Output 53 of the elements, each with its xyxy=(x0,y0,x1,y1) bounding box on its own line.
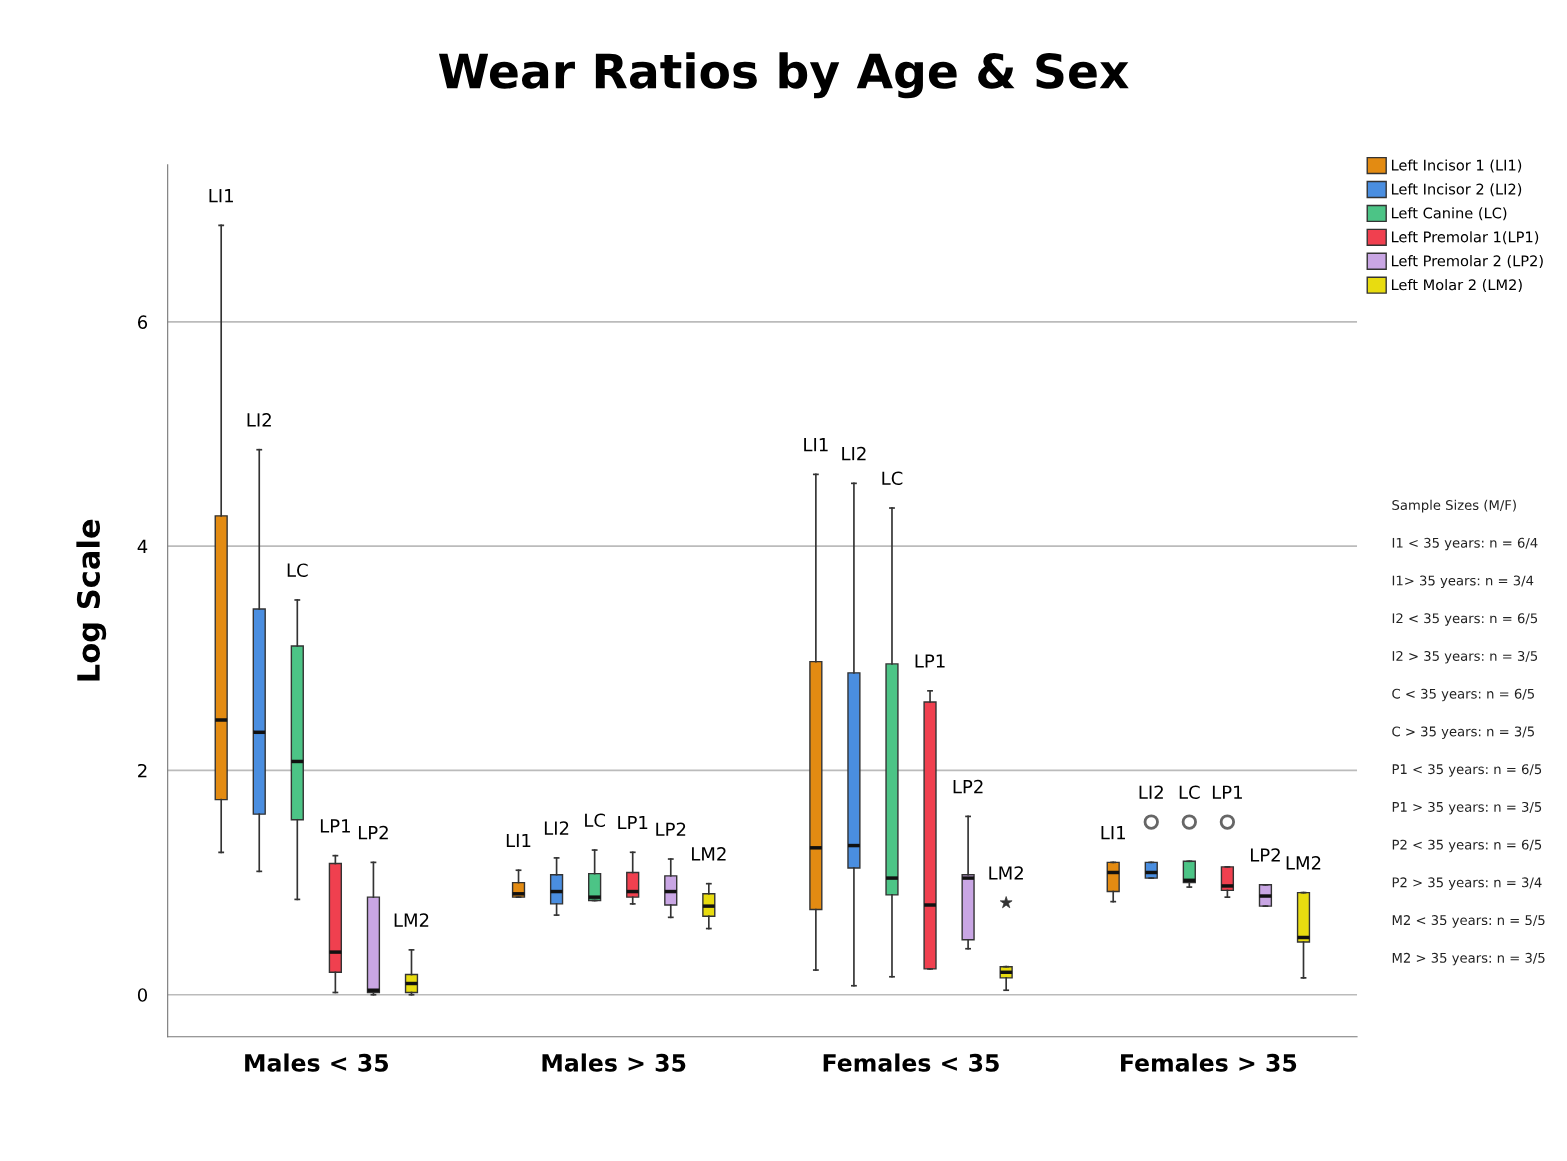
y-axis-title: Log Scale xyxy=(76,519,107,681)
annotation: LC xyxy=(585,813,605,828)
annotation: LP1 xyxy=(320,819,350,833)
text: P2 < 35 years: n = 6/5 xyxy=(1392,839,1542,853)
x-tick-label: Males < 35 xyxy=(245,1053,389,1072)
legend-label: Left Premolar 1(LP1) xyxy=(1391,231,1539,245)
text: P1 > 35 years: n = 3/5 xyxy=(1392,801,1542,815)
annotation: LP1 xyxy=(915,654,945,668)
annotation: LM2 xyxy=(989,866,1023,880)
legend-label: Left Canine (LC) xyxy=(1391,207,1507,221)
annotation: LI2 xyxy=(247,413,271,427)
text: C < 35 years: n = 6/5 xyxy=(1392,688,1534,702)
annotation: LI1 xyxy=(506,833,531,848)
y-tick-label: 4 xyxy=(137,539,148,554)
text: I2 > 35 years: n = 3/5 xyxy=(1392,650,1538,664)
annotation: LP2 xyxy=(656,822,686,836)
legend-label: Left Molar 2 (LM2) xyxy=(1391,278,1522,292)
chart-title: Wear Ratios by Age & Sex xyxy=(438,52,1129,99)
annotation: LI2 xyxy=(842,446,866,461)
text: Sample Sizes (M/F) xyxy=(1392,499,1516,513)
text: P2 > 35 years: n = 3/4 xyxy=(1392,877,1542,890)
annotation: LP1 xyxy=(1212,785,1242,799)
annotation: LC xyxy=(882,471,903,486)
legend-label: Left Incisor 1 (LI1) xyxy=(1391,159,1522,173)
annotation: LI1 xyxy=(209,189,233,203)
text: P1 < 35 years: n = 6/5 xyxy=(1392,764,1542,777)
text: I1 < 35 years: n = 6/4 xyxy=(1392,537,1538,551)
annotation: LI2 xyxy=(1139,785,1163,799)
annotation: LI1 xyxy=(804,438,828,452)
text: C > 35 years: n = 3/5 xyxy=(1392,726,1534,739)
x-tick-label: Females < 35 xyxy=(823,1053,999,1072)
annotation: LI2 xyxy=(544,821,569,835)
annotation: LP2 xyxy=(358,825,388,840)
annotation: LM2 xyxy=(394,913,429,927)
annotation: LI1 xyxy=(1101,826,1125,840)
annotation: LP1 xyxy=(618,815,648,830)
y-tick-label: 6 xyxy=(138,315,148,329)
x-tick-label: Males > 35 xyxy=(542,1053,686,1072)
text: M2 < 35 years: n = 5/5 xyxy=(1392,915,1545,928)
text: I1> 35 years: n = 3/4 xyxy=(1392,575,1534,589)
annotation: LC xyxy=(287,563,308,578)
annotation: LM2 xyxy=(692,847,726,861)
legend-label: Left Premolar 2 (LP2) xyxy=(1391,255,1543,269)
y-tick-label: 2 xyxy=(138,763,147,778)
x-tick-label: Females > 35 xyxy=(1121,1053,1297,1072)
annotation: LP2 xyxy=(953,779,983,794)
annotation: LC xyxy=(1179,785,1200,800)
legend-label: Left Incisor 2 (LI2) xyxy=(1391,183,1522,197)
text: I2 < 35 years: n = 6/5 xyxy=(1392,613,1538,626)
y-tick-label: 0 xyxy=(137,988,148,1002)
annotation: LP2 xyxy=(1251,848,1280,862)
text: M2 > 35 years: n = 3/5 xyxy=(1392,952,1545,966)
annotation: LM2 xyxy=(1286,856,1321,870)
